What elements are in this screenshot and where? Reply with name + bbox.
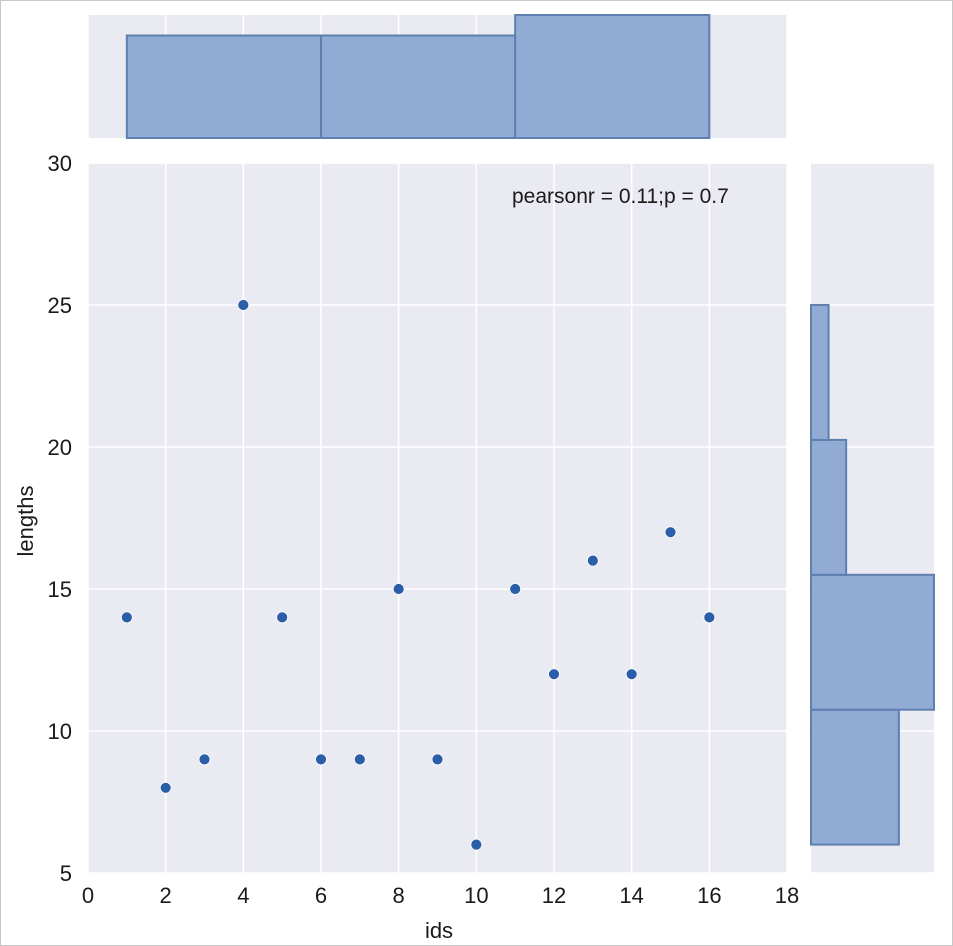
scatter-point [548,668,560,681]
joint-background [88,163,787,873]
y-histogram-bar [810,438,848,576]
x-tick-labels: 0 2 4 6 8 10 12 14 16 18 [82,883,799,908]
scatter-point [198,753,211,766]
joint-axes [87,162,788,874]
y-tick-label: 10 [48,719,72,744]
x-tick-label: 4 [237,883,249,908]
y-tick-label: 20 [48,435,72,460]
x-axis-label: ids [425,918,453,943]
marginal-x-axes [87,14,788,139]
scatter-points [120,299,716,851]
pearson-annotation: pearsonr = 0.11;p = 0.7 [512,185,729,208]
scatter-point [703,611,716,624]
x-tick-label: 12 [542,883,566,908]
x-histogram-bar [320,34,517,139]
scatter-point [237,299,250,311]
x-tick-label: 14 [619,883,643,908]
y-histogram-bar [810,573,935,711]
x-histogram-bar [514,14,711,139]
scatter-point [120,611,133,624]
scatter-point [509,583,522,595]
marginal-y-axes [810,162,935,874]
scatter-point [315,753,327,766]
x-tick-label: 8 [393,883,405,908]
y-histogram-bar [810,304,830,441]
y-tick-labels: 5 10 15 20 25 30 [48,151,72,886]
y-tick-label: 15 [48,577,72,602]
x-tick-label: 6 [315,883,327,908]
scatter-point [664,526,677,539]
scatter-point [470,838,483,851]
scatter-point [353,753,366,766]
x-tick-label: 10 [464,883,488,908]
y-tick-label: 5 [60,861,72,886]
scatter-point [276,611,289,624]
x-tick-label: 2 [160,883,172,908]
scatter-point [159,781,172,794]
scatter-point [586,554,599,567]
y-tick-label: 25 [48,293,72,318]
y-histogram-bar [810,708,900,846]
scatter-point [431,753,444,766]
y-tick-label: 30 [48,151,72,176]
y-axis-label: lengths [13,486,38,557]
x-histogram-bar [125,34,323,139]
scatter-point [392,583,405,595]
x-tick-label: 0 [82,883,94,908]
scatter-point [625,668,638,681]
x-tick-label: 16 [697,883,721,908]
x-tick-label: 18 [775,883,799,908]
